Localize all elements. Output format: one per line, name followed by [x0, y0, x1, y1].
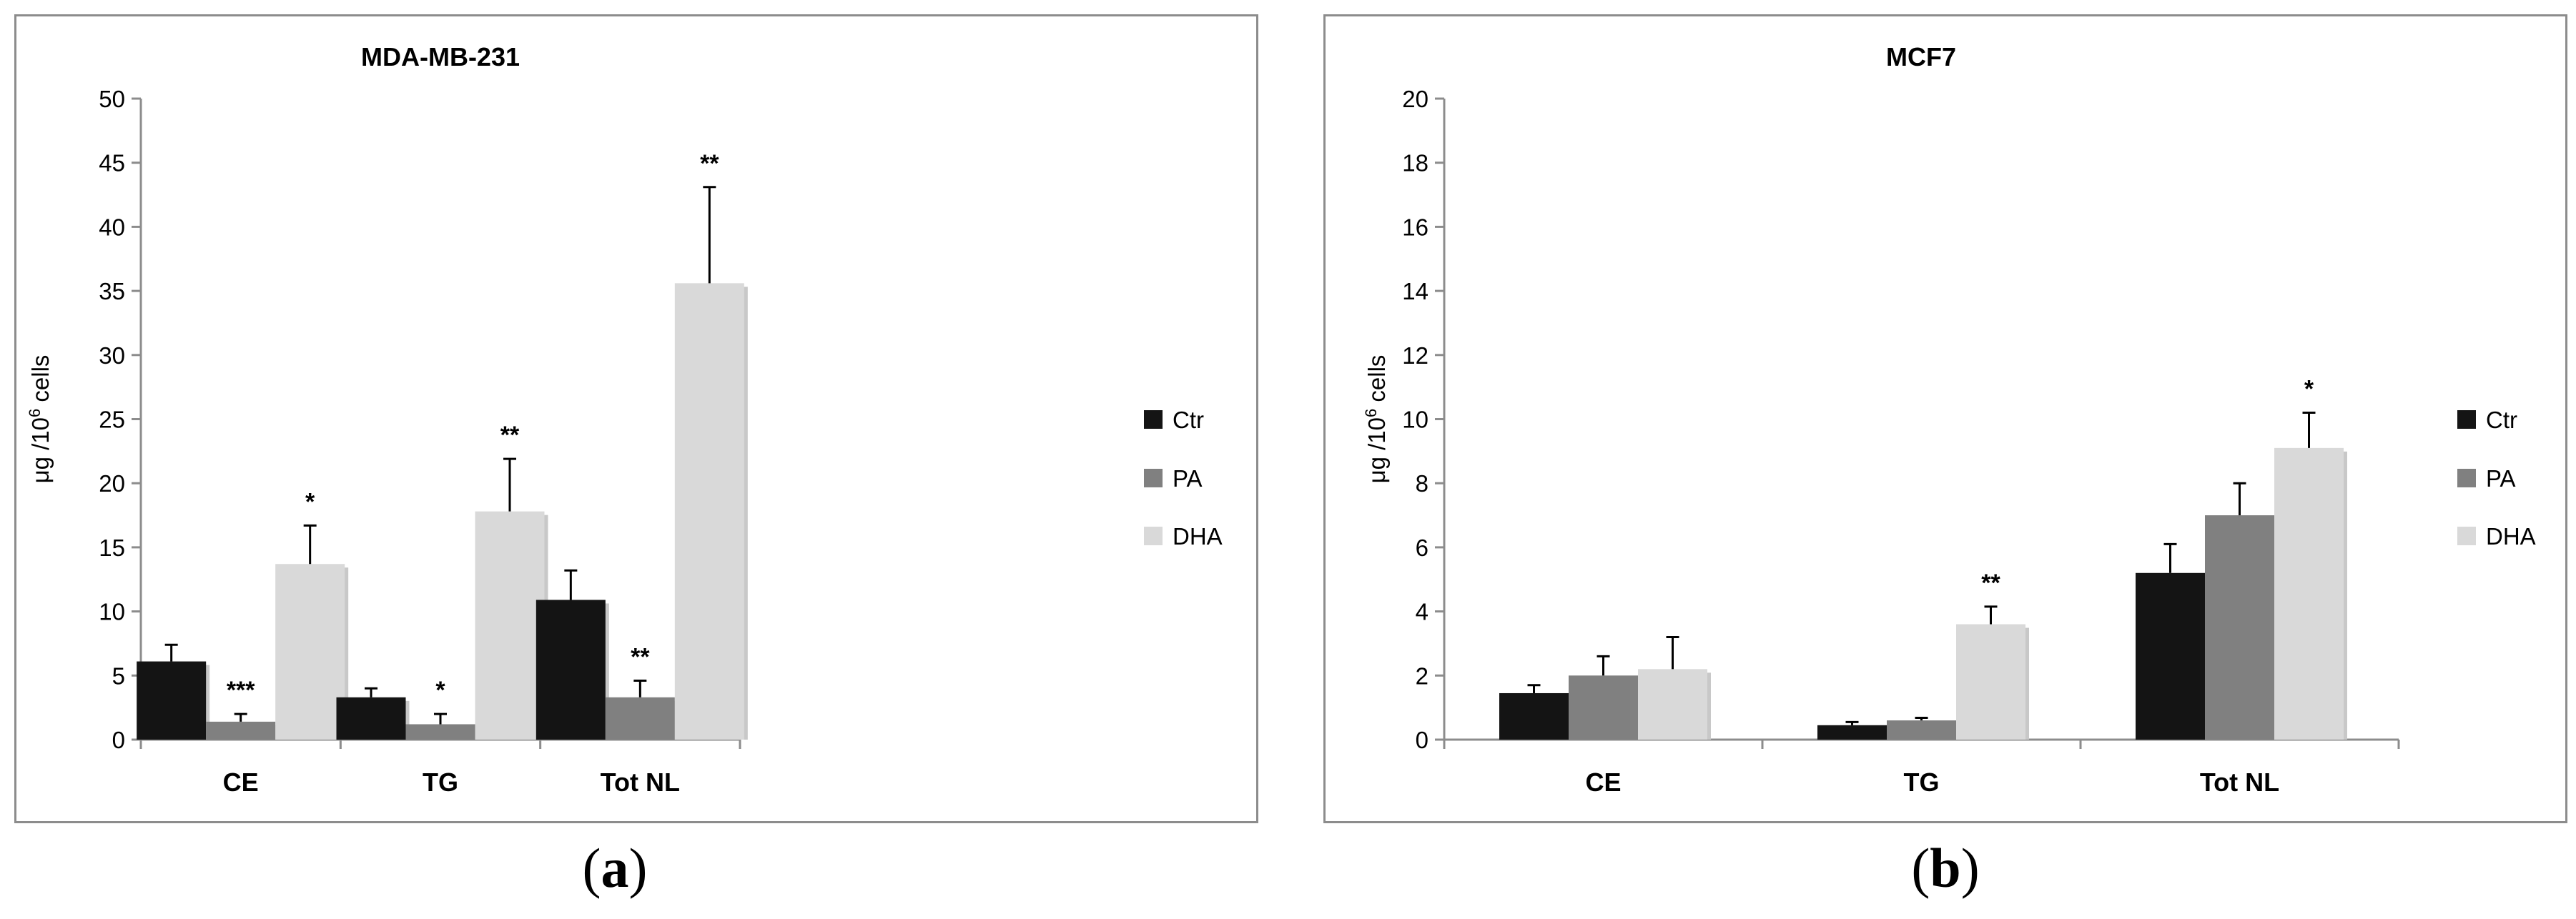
bar-dha-tg: [1956, 624, 2025, 740]
y-tick-label: 8: [1416, 470, 1428, 497]
legend-swatch: [1144, 410, 1163, 429]
bar-pa-ce: [206, 721, 276, 740]
y-tick-label: 4: [1416, 599, 1428, 625]
y-tick-label: 16: [1402, 214, 1428, 240]
y-tick-label: 10: [1402, 407, 1428, 433]
bar-ctr-tot-nl: [536, 600, 606, 740]
significance-label: **: [700, 150, 719, 177]
y-tick-label: 14: [1402, 278, 1428, 304]
bar-dha-tg: [475, 511, 545, 740]
y-axis-label: μg /106 cells: [1362, 355, 1391, 484]
legend-label: DHA: [1173, 523, 1223, 550]
chart-title: MDA-MB-231: [361, 42, 520, 71]
significance-label: ***: [227, 677, 255, 704]
bar-ctr-ce: [1499, 692, 1569, 740]
legend-label: PA: [2486, 465, 2516, 492]
legend-swatch: [2457, 527, 2476, 545]
y-tick-label: 18: [1402, 150, 1428, 177]
y-tick-label: 30: [99, 342, 125, 369]
bar-pa-tot-nl: [2205, 515, 2274, 740]
y-tick-label: 25: [99, 407, 125, 433]
bar-ctr-tg: [336, 697, 406, 740]
y-tick-label: 12: [1402, 342, 1428, 369]
x-tick-label: Tot NL: [601, 768, 680, 797]
chart-panel-a: [14, 14, 1258, 823]
bar-pa-tg: [1887, 720, 1956, 740]
bar-ctr-tg: [1817, 725, 1887, 740]
bar-dha-tot-nl: [674, 283, 744, 740]
caption-a-close: ): [628, 837, 648, 899]
caption-b-close: ): [1960, 837, 1980, 899]
significance-label: **: [631, 643, 650, 670]
significance-label: *: [305, 488, 315, 515]
y-tick-label: 50: [99, 86, 125, 112]
y-tick-label: 15: [99, 535, 125, 561]
legend-label: DHA: [2486, 523, 2536, 550]
caption-b: (b): [1888, 836, 2003, 900]
y-tick-label: 20: [99, 470, 125, 497]
y-tick-label: 2: [1416, 662, 1428, 689]
y-tick-label: 35: [99, 278, 125, 304]
legend-label: PA: [1173, 465, 1203, 492]
bar-pa-tg: [405, 724, 475, 740]
y-axis-label: μg /106 cells: [26, 355, 54, 484]
y-tick-label: 0: [112, 727, 125, 753]
legend-swatch: [1144, 527, 1163, 545]
x-tick-label: TG: [1904, 768, 1940, 797]
legend-swatch: [2457, 410, 2476, 429]
caption-b-letter: b: [1930, 837, 1961, 899]
x-tick-label: TG: [423, 768, 458, 797]
legend-label: Ctr: [1173, 407, 1204, 433]
bar-dha-ce: [1638, 669, 1707, 740]
chart-a: MDA-MB-231 0 5 10 15 20 25 30 35 40 45 50 μg /106 ce…: [26, 42, 1223, 797]
y-tick-label: 40: [99, 214, 125, 240]
legend-label: Ctr: [2486, 407, 2517, 433]
caption-b-open: (: [1911, 837, 1930, 899]
x-tick-label: CE: [1585, 768, 1621, 797]
caption-a-letter: a: [601, 837, 629, 899]
legend-swatch: [2457, 469, 2476, 487]
bar-ctr-ce: [137, 661, 207, 740]
x-tick-label: CE: [223, 768, 259, 797]
significance-label: **: [1981, 570, 2000, 597]
significance-label: *: [2304, 376, 2314, 403]
significance-label: *: [435, 677, 445, 704]
bar-dha-tot-nl: [2274, 447, 2344, 740]
bar-dha-ce: [275, 564, 345, 740]
y-tick-label: 10: [99, 599, 125, 625]
y-tick-label: 45: [99, 150, 125, 177]
y-tick-label: 0: [1416, 727, 1428, 753]
x-tick-label: Tot NL: [2200, 768, 2279, 797]
chart-title: MCF7: [1886, 42, 1956, 71]
bar-pa-ce: [1569, 675, 1638, 740]
caption-a: (a): [558, 836, 672, 900]
bar-ctr-tot-nl: [2136, 572, 2205, 740]
y-tick-label: 5: [112, 662, 125, 689]
y-tick-label: 20: [1402, 86, 1428, 112]
legend-swatch: [1144, 469, 1163, 487]
bar-pa-tot-nl: [605, 697, 675, 740]
chart-panel-b: [1323, 14, 2567, 823]
significance-label: **: [500, 422, 520, 449]
caption-a-open: (: [582, 837, 601, 899]
y-tick-label: 6: [1416, 535, 1428, 561]
